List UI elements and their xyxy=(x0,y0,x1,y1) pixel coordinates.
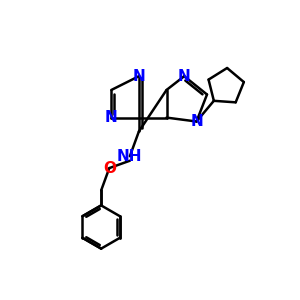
Text: O: O xyxy=(103,160,116,175)
Text: N: N xyxy=(105,110,118,125)
Text: NH: NH xyxy=(117,149,142,164)
Text: N: N xyxy=(178,69,190,84)
Text: N: N xyxy=(190,114,203,129)
Text: N: N xyxy=(133,69,145,84)
